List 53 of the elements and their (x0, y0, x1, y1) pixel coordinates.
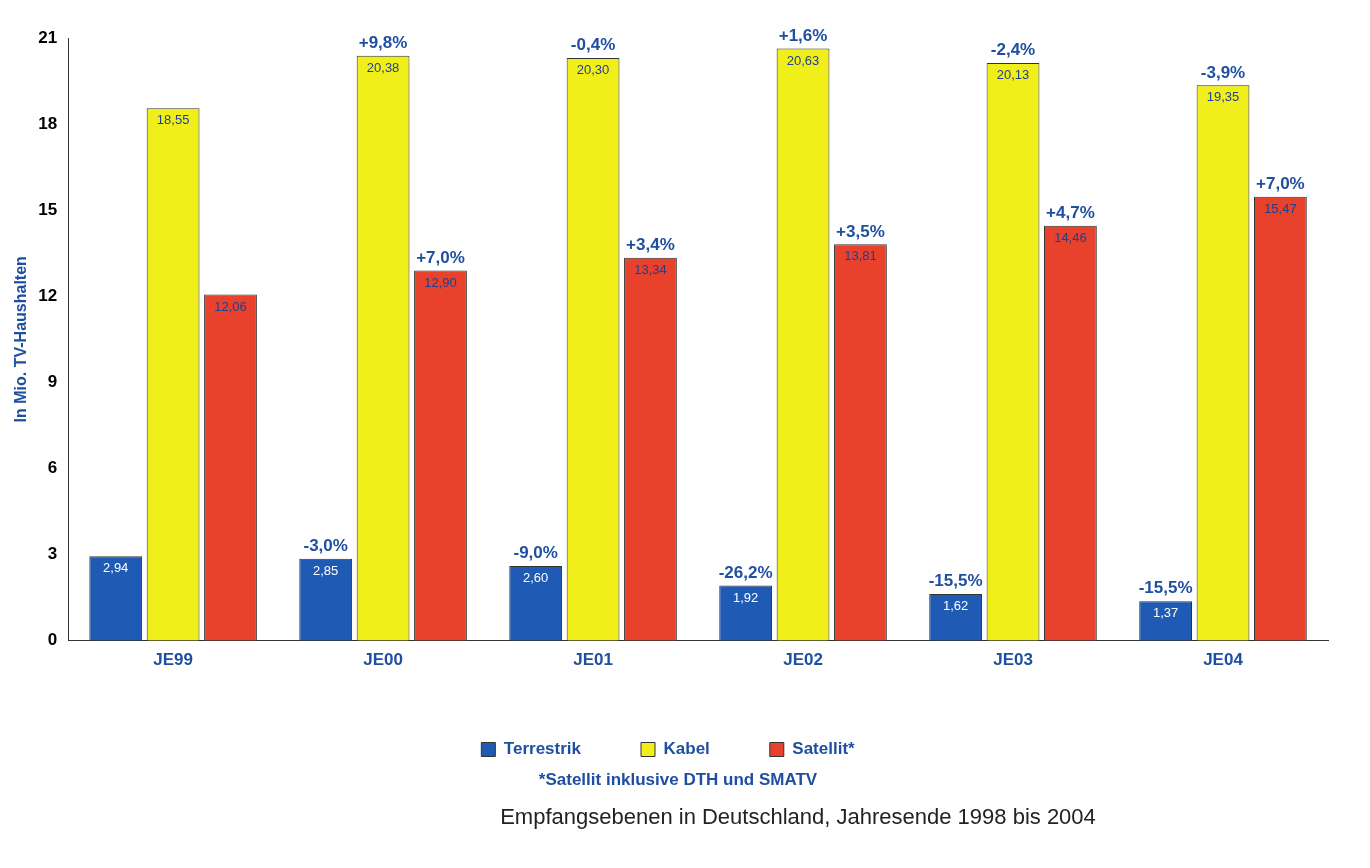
x-tick-label: JE01 (573, 650, 613, 670)
x-tick-label: JE99 (153, 650, 193, 670)
y-tick-label: 18 (38, 113, 58, 133)
annotation: -0,4% (570, 35, 616, 55)
data-label: 13,81 (844, 248, 877, 264)
data-label: 20,30 (576, 62, 610, 78)
y-axis-title: In Mio. TV-Haushalten (12, 256, 30, 423)
annotation: +7,0% (1256, 173, 1305, 193)
annotation: +3,4% (626, 234, 675, 254)
y-tick-label: 6 (47, 458, 58, 478)
data-label: 1,37 (1152, 605, 1179, 621)
x-tick-label: JE03 (993, 650, 1033, 670)
data-label: 2,85 (313, 562, 339, 578)
data-label: 12,06 (214, 298, 247, 314)
annotation: -2,4% (990, 40, 1036, 60)
annotation: +4,7% (1046, 202, 1095, 222)
y-tick-label: 0 (47, 630, 58, 650)
annotation: +7,0% (416, 247, 465, 267)
data-label: 2,94 (103, 560, 129, 576)
y-tick-label: 3 (47, 544, 58, 564)
data-label: 19,35 (1206, 89, 1240, 105)
annotation: +3,5% (836, 221, 885, 241)
annotation: -3,9% (1200, 62, 1246, 82)
y-tick-label: 12 (38, 285, 58, 305)
data-label: 20,13 (996, 67, 1030, 83)
data-label: 1,92 (732, 589, 759, 605)
annotation: +9,8% (358, 32, 408, 52)
annotation: -9,0% (513, 543, 558, 563)
legend-label: Kabel (663, 739, 710, 759)
x-tick-label: JE04 (1203, 650, 1244, 670)
data-label: 18,55 (156, 112, 190, 128)
data-label: 2,60 (523, 570, 549, 586)
x-tick-label: JE00 (363, 650, 403, 670)
y-tick-label: 15 (38, 199, 58, 219)
data-label: 20,38 (366, 59, 400, 75)
y-tick-label: 9 (47, 372, 58, 392)
data-label: 1,62 (942, 598, 969, 614)
data-label: 20,63 (786, 52, 820, 68)
annotation: -3,0% (303, 536, 348, 556)
annotation: -26,2% (718, 562, 773, 582)
x-tick-label: JE02 (783, 650, 823, 670)
data-label: 14,46 (1054, 229, 1087, 245)
annotation: -15,5% (928, 571, 983, 591)
text: Empfangsebenen in Deutschland, Jahresende 1998 bis 2004 (499, 804, 1097, 830)
data-label: 12,90 (424, 274, 457, 290)
legend-label: Satellit* (792, 739, 856, 759)
legend-label: Terrestrik (503, 739, 582, 759)
annotation: +1,6% (778, 25, 828, 45)
text: *Satellit inklusive DTH und SMATV (537, 770, 819, 790)
data-label: 15,47 (1264, 200, 1297, 216)
data-label: 13,34 (634, 261, 667, 277)
y-tick-label: 21 (38, 27, 58, 47)
annotation: -15,5% (1138, 578, 1193, 598)
